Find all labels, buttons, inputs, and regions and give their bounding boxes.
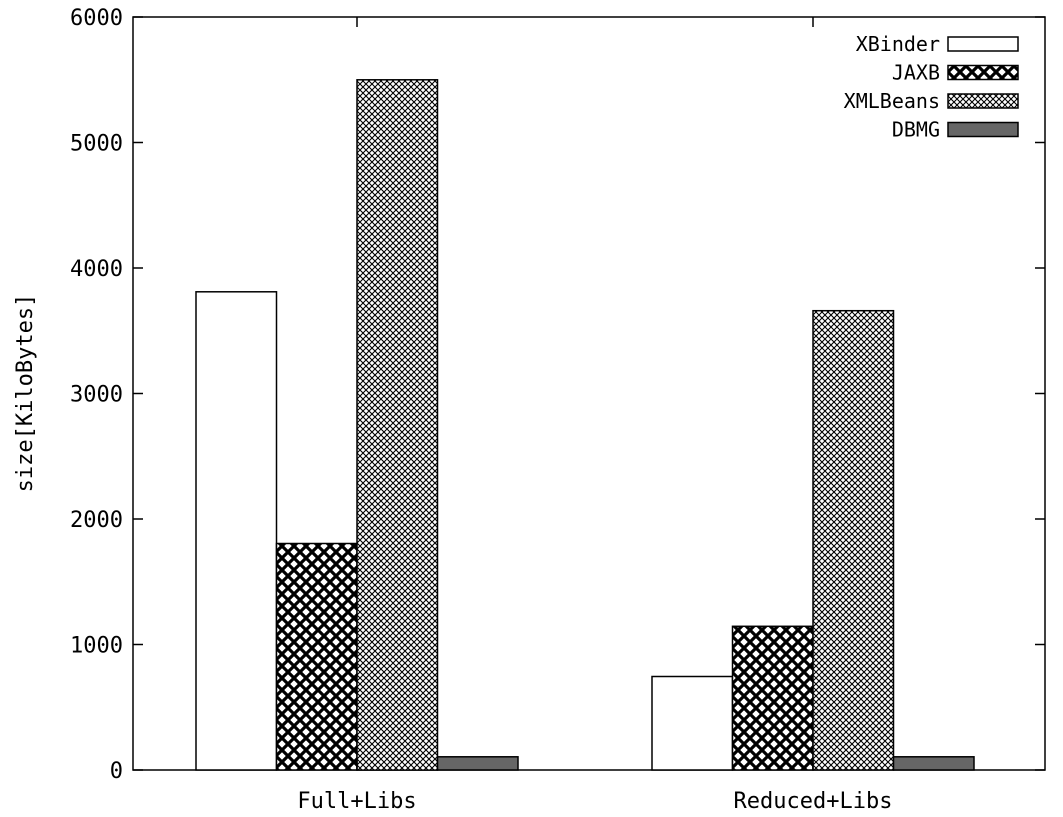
axes: 0 1000 2000 3000 4000 5000 6000 Full+Libs Reduce… xyxy=(70,6,1045,814)
legend-swatch-jaxb xyxy=(947,64,1019,81)
bar-xmlbeans-reduced-libs xyxy=(812,309,895,771)
x-tick-label-reduced-libs: Reduced+Libs xyxy=(734,789,893,814)
bar-dbmg-reduced-libs xyxy=(892,756,975,771)
bar-xbinder-full-libs xyxy=(195,291,278,771)
x-tick-label-full-libs: Full+Libs xyxy=(297,789,416,814)
legend-label-xmlbeans: XMLBeans xyxy=(844,89,940,113)
bar-xmlbeans-full-libs xyxy=(356,79,439,771)
y-tick-label: 4000 xyxy=(70,257,123,282)
legend-label-xbinder: XBinder xyxy=(856,32,940,56)
legend-swatch-xbinder xyxy=(947,36,1019,52)
legend-swatch-xmlbeans xyxy=(947,93,1019,109)
bar-jaxb-reduced-libs xyxy=(731,625,814,771)
legend-label-dbmg: DBMG xyxy=(892,118,940,142)
bar-xbinder-reduced-libs xyxy=(651,675,734,771)
y-axis-title: size[KiloBytes] xyxy=(13,294,38,493)
y-tick-label: 3000 xyxy=(70,383,123,408)
y-tick-label: 0 xyxy=(110,759,123,784)
y-tick-label: 2000 xyxy=(70,508,123,533)
bar-dbmg-full-libs xyxy=(436,756,519,771)
bar-jaxb-full-libs xyxy=(275,542,358,771)
legend: XBinder JAXB XMLBeans DBMG xyxy=(844,32,1019,142)
y-tick-label: 5000 xyxy=(70,132,123,157)
bars xyxy=(195,79,975,771)
legend-swatch-dbmg xyxy=(947,121,1019,138)
legend-label-jaxb: JAXB xyxy=(892,61,940,85)
y-tick-label: 1000 xyxy=(70,634,123,659)
y-tick-label: 6000 xyxy=(70,6,123,31)
